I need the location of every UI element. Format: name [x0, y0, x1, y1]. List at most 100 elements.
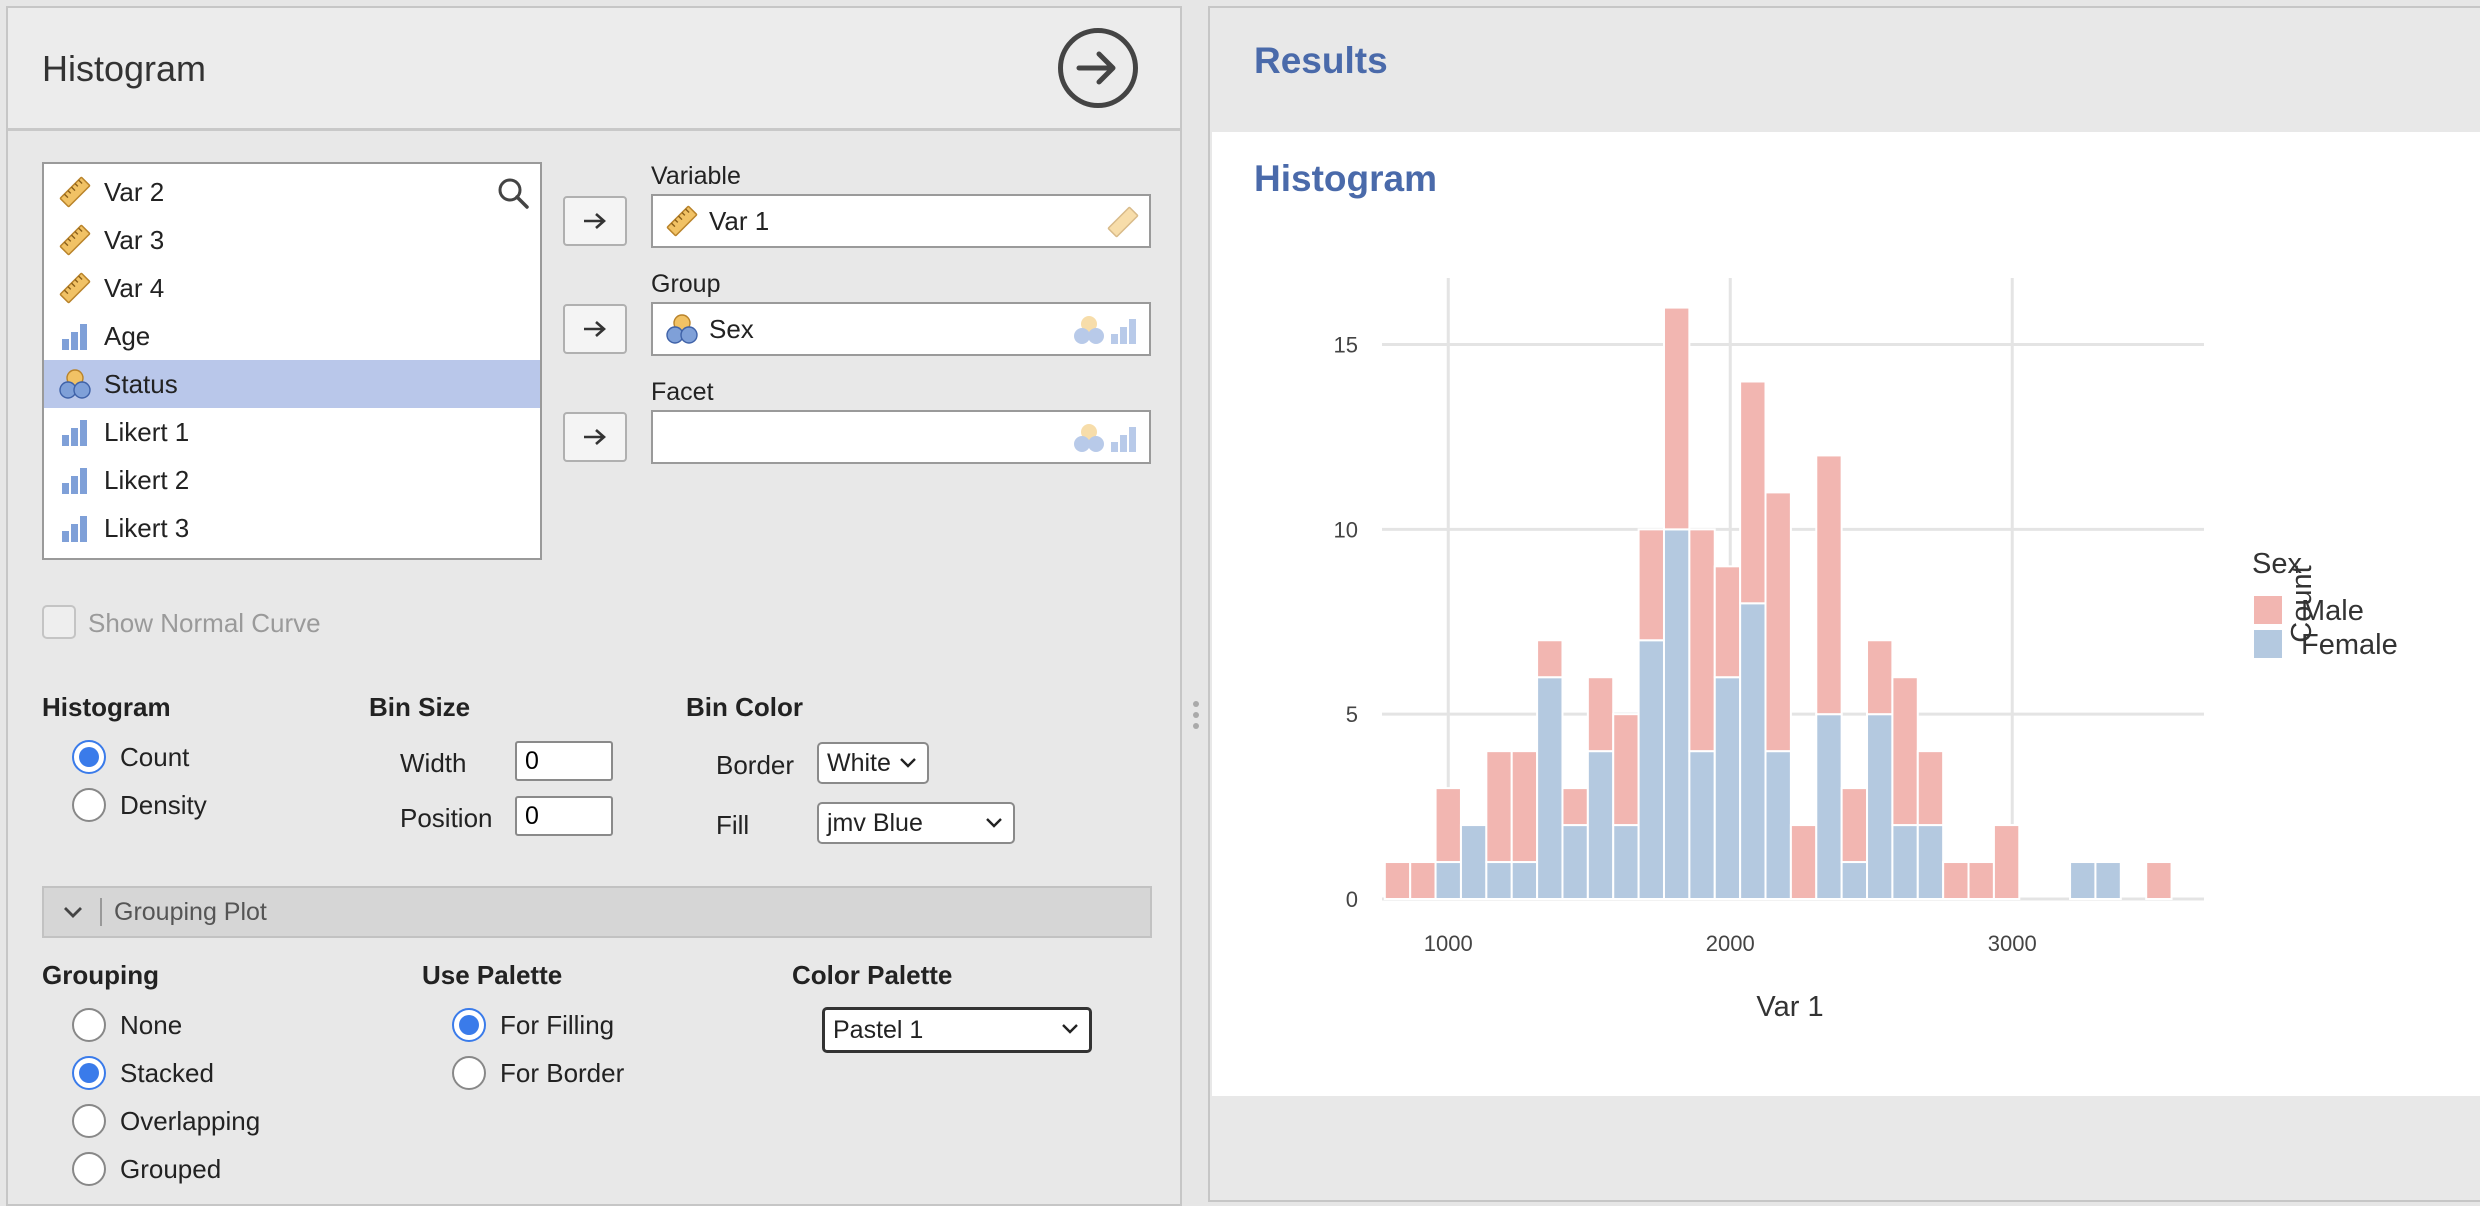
- density-radio[interactable]: Density: [72, 788, 207, 822]
- legend-entry: Female: [2301, 629, 2398, 661]
- y-tick-label: 0: [1346, 887, 1358, 912]
- search-icon[interactable]: [496, 176, 530, 215]
- variable-list-item-label: Status: [104, 368, 178, 399]
- x-axis-label: Var 1: [1756, 991, 1823, 1023]
- move-to-facet-button[interactable]: [563, 412, 627, 462]
- stacked-radio[interactable]: Stacked: [72, 1056, 214, 1090]
- ruler-icon: [1107, 206, 1139, 238]
- histogram-bar: [1764, 491, 1792, 753]
- histogram-bar: [1510, 861, 1539, 900]
- variable-list-item-label: Likert 3: [104, 512, 190, 543]
- variable-target[interactable]: Var 1: [651, 194, 1151, 248]
- radio-unselected: [72, 788, 106, 822]
- histogram-result-title: Histogram: [1254, 158, 1437, 199]
- chevron-down-icon: [1062, 1024, 1078, 1034]
- histogram-bar: [1713, 676, 1742, 901]
- group-target[interactable]: Sex: [651, 302, 1151, 356]
- histogram-bar: [1688, 528, 1716, 753]
- none-radio[interactable]: None: [72, 1008, 182, 1042]
- none-label: None: [120, 1009, 183, 1040]
- arrow-right-icon: [584, 321, 606, 337]
- ruler-icon: [58, 223, 92, 257]
- border-color-dropdown[interactable]: White: [817, 742, 929, 784]
- for-filling-radio[interactable]: For Filling: [452, 1008, 614, 1042]
- histogram-bar: [2094, 861, 2122, 900]
- border-color-value: White: [827, 748, 891, 777]
- variable-list-item-label: Likert 2: [104, 464, 190, 495]
- radio-selected: [452, 1008, 486, 1042]
- group-type-hint: [1073, 314, 1139, 346]
- nominal-icon: [665, 312, 699, 346]
- bar-chart-icon: [58, 415, 92, 449]
- facet-target[interactable]: [651, 410, 1151, 464]
- nominal-icon: [1074, 316, 1104, 344]
- results-title: Results: [1254, 40, 1388, 81]
- variable-list-item[interactable]: Var 3: [44, 216, 540, 264]
- histogram-bar: [1612, 713, 1640, 827]
- histogram-bar: [1840, 861, 1869, 900]
- arrow-right-icon: [1076, 51, 1116, 85]
- histogram-bar: [2069, 861, 2097, 900]
- arrow-right-icon: [584, 429, 606, 445]
- histogram-bar: [1815, 454, 1843, 716]
- fill-label: Fill: [716, 810, 750, 840]
- histogram-bar: [1789, 824, 1818, 900]
- fill-color-dropdown[interactable]: jmv Blue: [817, 802, 1015, 844]
- drag-handle-icon: [1193, 701, 1199, 729]
- variable-list[interactable]: Var 2 Var 3 Var 4 Age Status Likert 1 Likert 2…: [42, 162, 542, 560]
- for-border-radio[interactable]: For Border: [452, 1056, 624, 1090]
- bar-chart-icon: [58, 511, 92, 545]
- move-to-variable-button[interactable]: [563, 196, 627, 246]
- arrow-right-icon: [584, 213, 606, 229]
- grouping-plot-header[interactable]: Grouping Plot: [42, 886, 1152, 938]
- histogram-bar: [1967, 861, 1995, 900]
- position-input[interactable]: [515, 796, 613, 836]
- variable-list-item[interactable]: Var 2: [44, 168, 540, 216]
- y-tick-label: 15: [1334, 333, 1358, 358]
- histogram-heading: Histogram: [42, 692, 171, 722]
- color-palette-dropdown[interactable]: Pastel 1: [822, 1007, 1092, 1053]
- grouped-radio[interactable]: Grouped: [72, 1152, 221, 1186]
- variable-list-item-label: Age: [104, 320, 151, 351]
- variable-list-item-label: Var 3: [104, 224, 165, 255]
- histogram-bar: [1409, 861, 1437, 900]
- histogram-bar: [1713, 565, 1742, 679]
- histogram-bar: [1561, 824, 1589, 900]
- radio-unselected: [72, 1152, 106, 1186]
- variable-list-item[interactable]: Likert 3: [44, 504, 540, 552]
- count-radio[interactable]: Count: [72, 740, 189, 774]
- radio-unselected: [72, 1008, 106, 1042]
- histogram-bar: [1891, 824, 1919, 900]
- border-label: Border: [716, 750, 795, 780]
- histogram-bar: [1840, 787, 1869, 864]
- move-to-group-button[interactable]: [563, 304, 627, 354]
- use-palette-heading: Use Palette: [422, 960, 563, 990]
- variable-list-item[interactable]: Likert 2: [44, 456, 540, 504]
- facet-type-hint: [1073, 422, 1139, 454]
- y-tick-label: 10: [1334, 517, 1358, 542]
- panel-splitter[interactable]: [1192, 700, 1200, 735]
- histogram-bar: [1891, 676, 1919, 827]
- group-value: Sex: [709, 313, 754, 344]
- histogram-bar: [1764, 750, 1792, 901]
- histogram-bar: [1662, 306, 1691, 531]
- variable-list-item[interactable]: Likert 1: [44, 408, 540, 456]
- variable-list-item[interactable]: Status: [44, 360, 540, 408]
- histogram-bar: [1916, 750, 1945, 827]
- variable-list-item[interactable]: Var 4: [44, 264, 540, 312]
- count-label: Count: [120, 741, 190, 772]
- density-label: Density: [120, 789, 207, 820]
- chevron-down-icon: [64, 907, 82, 918]
- for-border-label: For Border: [500, 1057, 625, 1088]
- run-button[interactable]: [1058, 28, 1138, 108]
- bar-chart-icon: [58, 319, 92, 353]
- facet-label: Facet: [651, 378, 714, 406]
- histogram-bar: [1536, 639, 1564, 679]
- chevron-down-icon: [900, 758, 916, 768]
- overlapping-radio[interactable]: Overlapping: [72, 1104, 260, 1138]
- histogram-bar: [1815, 713, 1843, 901]
- width-input[interactable]: [515, 741, 613, 781]
- variable-list-item[interactable]: Age: [44, 312, 540, 360]
- normal-curve-checkbox[interactable]: [42, 605, 76, 639]
- ordinal-icon: [1111, 319, 1136, 344]
